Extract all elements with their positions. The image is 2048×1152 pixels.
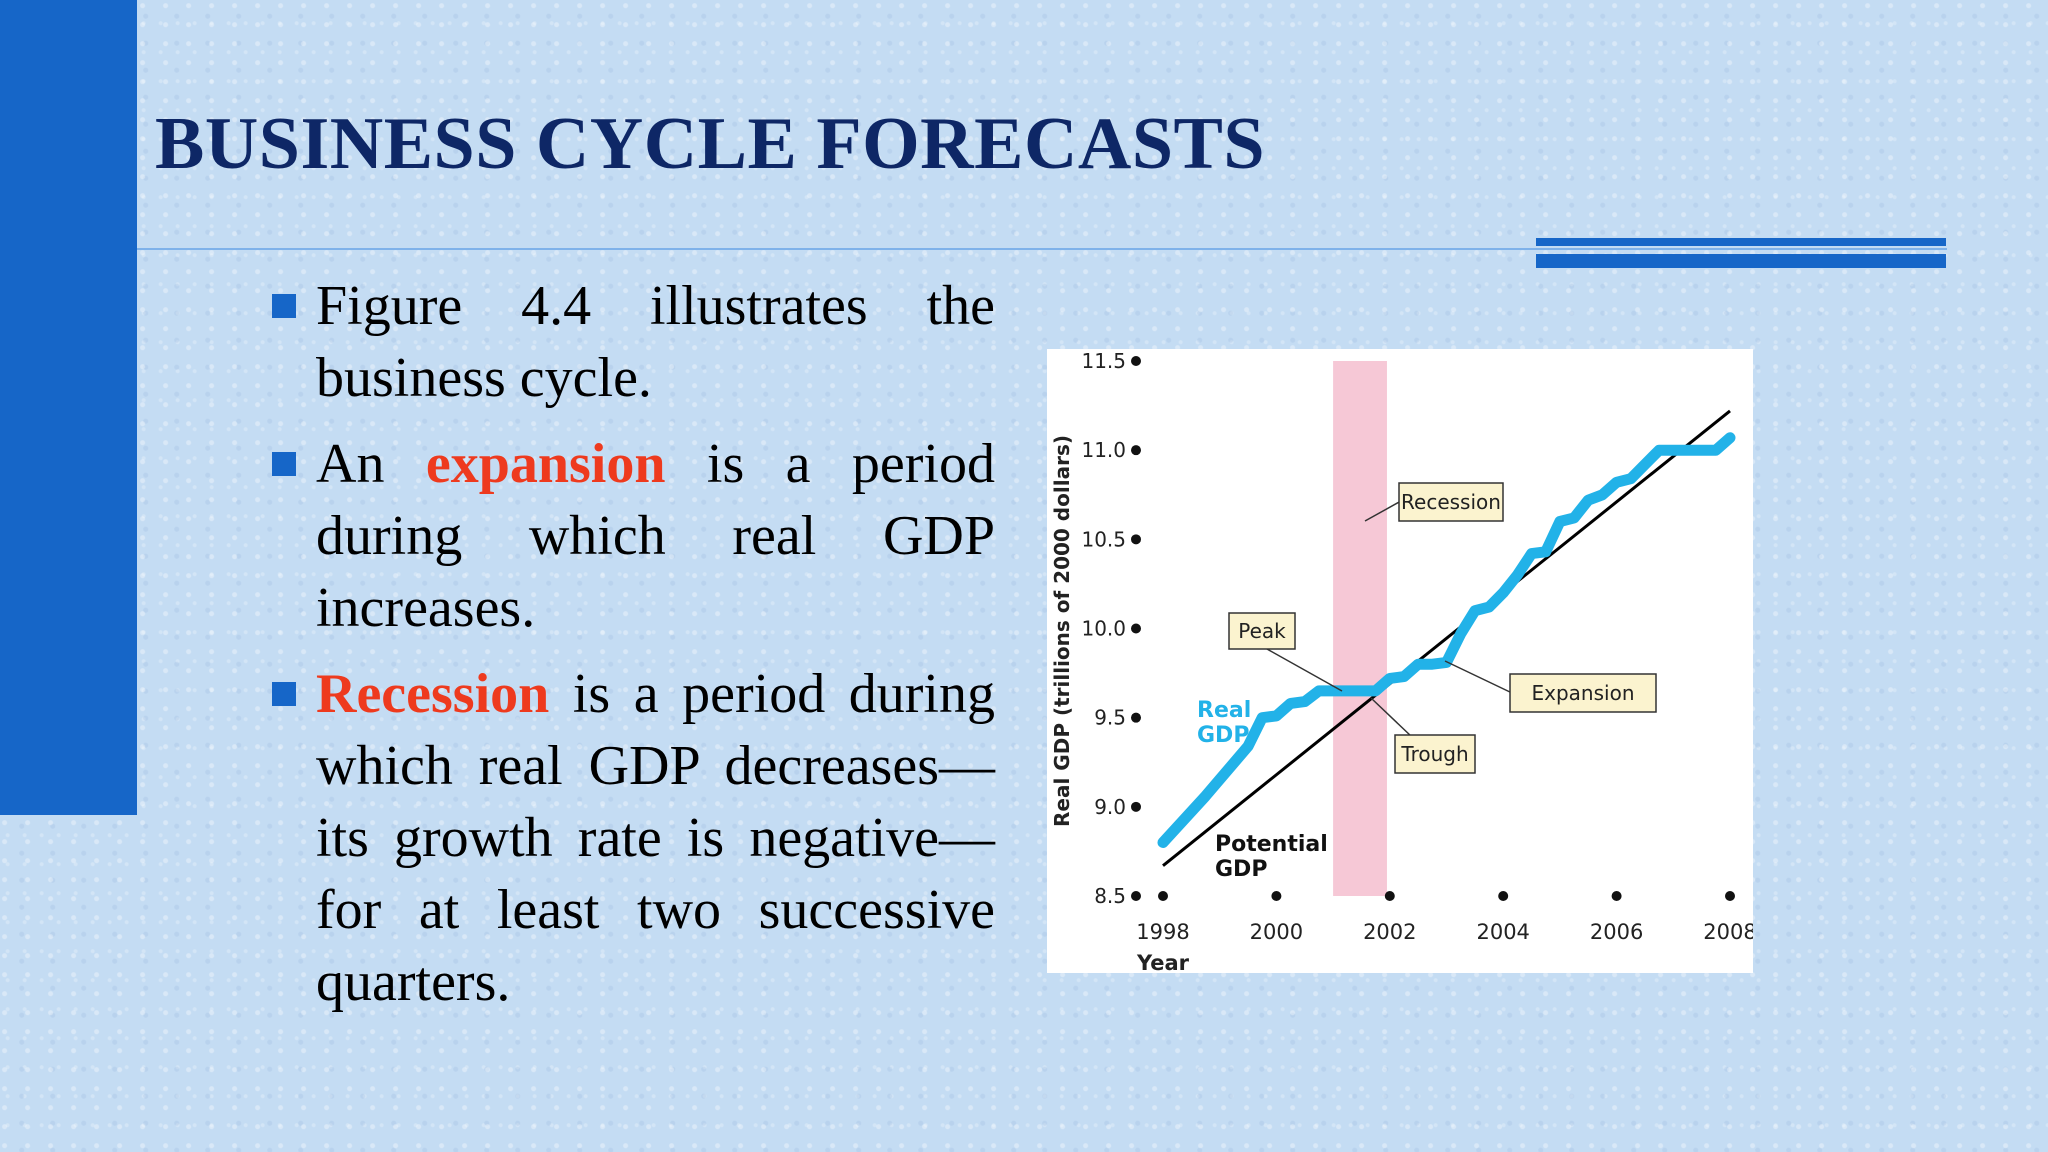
x-axis-ticks: 1998 2000 2002 2004 2006 2008 bbox=[1136, 891, 1753, 944]
bullet-list: Figure 4.4 illustrates the business cycl… bbox=[270, 270, 995, 1032]
series-line-potential-gdp bbox=[1162, 409, 1731, 867]
series-label-real-gdp-line: GDP bbox=[1197, 723, 1249, 748]
callout-recession-label: Recession bbox=[1401, 490, 1501, 514]
x-tick-label: 2004 bbox=[1476, 920, 1529, 944]
y-tick-dot bbox=[1131, 801, 1141, 812]
bullet-item-recession: Recession is a period during which real … bbox=[270, 658, 995, 1018]
callout-recession-leader bbox=[1364, 500, 1402, 522]
y-tick-dot bbox=[1131, 623, 1141, 634]
callout-recession-box bbox=[1398, 482, 1504, 522]
term-recession: Recession bbox=[316, 663, 550, 725]
x-tick-dot bbox=[1271, 891, 1282, 901]
series-label-potential-gdp-line: GDP bbox=[1215, 857, 1267, 882]
series-label-potential-gdp-line: Potential bbox=[1215, 832, 1328, 857]
series-label-potential-gdp: Potential GDP bbox=[1215, 832, 1328, 882]
series-label-real-gdp: Real GDP bbox=[1197, 698, 1251, 748]
term-expansion: expansion bbox=[425, 433, 666, 495]
y-tick-dot bbox=[1131, 445, 1141, 456]
y-tick-dot bbox=[1131, 356, 1141, 366]
y-tick-label: 9.5 bbox=[1094, 706, 1126, 730]
callout-peak-label: Peak bbox=[1238, 619, 1286, 643]
square-bullet-icon bbox=[272, 294, 296, 318]
callout-expansion-leader bbox=[1444, 660, 1513, 694]
callout-trough-box bbox=[1394, 734, 1476, 774]
slide-title: BUSINESS CYCLE FORECASTS bbox=[155, 103, 1266, 185]
series-label-real-gdp-line: Real bbox=[1197, 698, 1251, 723]
title-divider bbox=[137, 248, 1947, 250]
y-tick-label: 8.5 bbox=[1094, 884, 1126, 908]
chart-svg: 8.5 9.0 9.5 10.0 10.5 11.0 11.5 1998 2000 2002 20… bbox=[1050, 349, 1753, 973]
x-tick-dot bbox=[1498, 891, 1509, 901]
y-tick-dot bbox=[1131, 712, 1141, 723]
x-tick-label: 2008 bbox=[1703, 920, 1753, 944]
square-bullet-icon bbox=[272, 682, 296, 706]
x-axis-label: Year bbox=[1136, 951, 1190, 973]
y-tick-label: 11.5 bbox=[1081, 349, 1126, 373]
x-tick-dot bbox=[1384, 891, 1395, 901]
x-tick-label: 2000 bbox=[1250, 920, 1303, 944]
bullet-text: Figure 4.4 illustrates the business cycl… bbox=[316, 275, 995, 409]
x-tick-dot bbox=[1611, 891, 1622, 901]
square-bullet-icon bbox=[272, 452, 296, 476]
y-axis-label: Real GDP (trillions of 2000 dollars) bbox=[1050, 435, 1074, 827]
x-tick-dot bbox=[1158, 891, 1168, 901]
series-line-real-gdp bbox=[1157, 432, 1736, 848]
x-tick-label: 2002 bbox=[1363, 920, 1416, 944]
bullet-text-rest: is a period during which real GDP increa… bbox=[316, 433, 995, 639]
callout-peak-box bbox=[1228, 612, 1296, 650]
x-tick-label: 1998 bbox=[1136, 920, 1189, 944]
title-accent-stripe-top bbox=[1536, 238, 1946, 246]
callout-peak-leader bbox=[1266, 648, 1343, 692]
callout-expansion-label: Expansion bbox=[1532, 681, 1635, 705]
y-tick-label: 10.0 bbox=[1081, 617, 1126, 641]
callouts: Recession Peak Expansion Trough bbox=[1228, 482, 1657, 774]
business-cycle-chart: 8.5 9.0 9.5 10.0 10.5 11.0 11.5 1998 2000 2002 20… bbox=[1047, 349, 1753, 973]
callout-trough-label: Trough bbox=[1400, 742, 1468, 766]
recession-band bbox=[1333, 361, 1387, 896]
y-tick-dot bbox=[1131, 534, 1141, 545]
bullet-text-lead: An bbox=[316, 433, 426, 495]
title-accent-stripe-bottom bbox=[1536, 254, 1946, 268]
bullet-item-figure: Figure 4.4 illustrates the business cycl… bbox=[270, 270, 995, 414]
y-tick-label: 10.5 bbox=[1081, 527, 1126, 551]
x-tick-label: 2006 bbox=[1590, 920, 1643, 944]
accent-side-bar bbox=[0, 0, 137, 815]
y-tick-dot bbox=[1131, 891, 1141, 901]
callout-expansion-box bbox=[1509, 673, 1657, 713]
bullet-item-expansion: An expansion is a period during which re… bbox=[270, 428, 995, 644]
y-tick-label: 11.0 bbox=[1081, 438, 1126, 462]
bullet-text-rest: is a period during which real GDP decrea… bbox=[316, 663, 995, 1013]
callout-trough-leader bbox=[1370, 697, 1413, 738]
y-axis-ticks: 8.5 9.0 9.5 10.0 10.5 11.0 11.5 bbox=[1081, 349, 1141, 908]
x-tick-dot bbox=[1725, 891, 1735, 901]
y-tick-label: 9.0 bbox=[1094, 795, 1126, 819]
